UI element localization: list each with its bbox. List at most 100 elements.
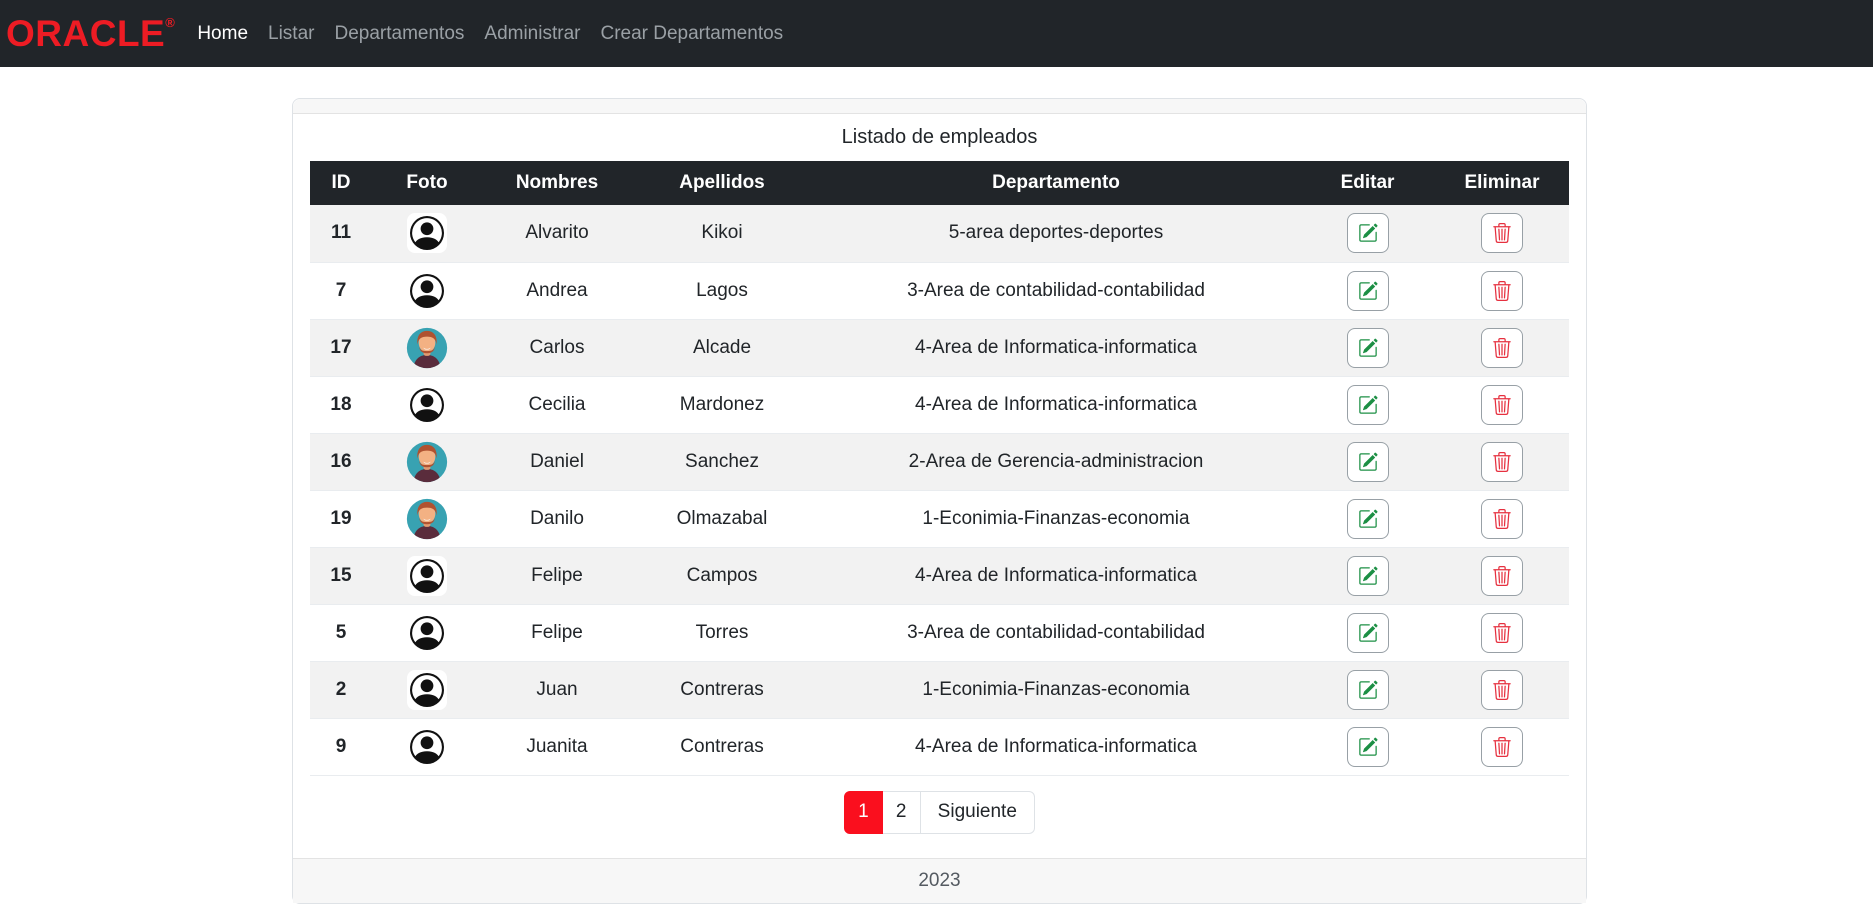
column-header-eliminar: Eliminar	[1435, 161, 1569, 205]
cell-departamento: 3-Area de contabilidad-contabilidad	[907, 621, 1205, 643]
person-circle-icon	[407, 726, 447, 767]
edit-button[interactable]	[1346, 726, 1389, 767]
delete-button[interactable]	[1481, 669, 1523, 710]
cell-editar	[1300, 376, 1435, 433]
edit-button[interactable]	[1346, 498, 1389, 539]
trash-icon	[1492, 565, 1512, 586]
cell-foto	[372, 319, 482, 376]
cell-foto	[372, 490, 482, 547]
employees-table: ID Foto Nombres Apellidos Departamento E…	[310, 161, 1569, 776]
edit-button[interactable]	[1346, 213, 1389, 254]
trash-icon	[1492, 394, 1512, 415]
delete-button[interactable]	[1481, 726, 1523, 767]
page-title: Listado de empleados	[841, 126, 1038, 148]
cell-apellidos: Contreras	[680, 678, 764, 700]
pencil-square-icon	[1358, 566, 1378, 586]
cell-eliminar	[1435, 262, 1569, 319]
cell-departamento: 4-Area de Informatica-informatica	[915, 735, 1197, 757]
table-row: 18 Cecilia Mardonez 4-Area de Informatic…	[310, 376, 1569, 433]
cell-apellidos: Lagos	[696, 279, 748, 301]
column-header-editar: Editar	[1300, 161, 1435, 205]
delete-button[interactable]	[1481, 270, 1523, 311]
delete-button[interactable]	[1481, 327, 1523, 368]
cell-id: 11	[330, 222, 352, 244]
cell-nombres: Alvarito	[525, 222, 589, 244]
delete-button[interactable]	[1481, 384, 1523, 425]
nav-item-departamentos[interactable]: Departamentos	[334, 22, 465, 44]
table-row: 15 Felipe Campos 4-Area de Informatica-i…	[310, 547, 1569, 604]
nav-item-crear-departamentos[interactable]: Crear Departamentos	[600, 22, 784, 44]
registered-trademark-icon: ®	[165, 15, 176, 30]
cell-id: 17	[330, 336, 352, 358]
table-row: 2 Juan Contreras 1-Econimia-Finanzas-eco…	[310, 661, 1569, 718]
delete-button[interactable]	[1481, 441, 1523, 482]
delete-button[interactable]	[1481, 555, 1523, 596]
trash-icon	[1492, 622, 1512, 643]
employees-card: Listado de empleados ID Foto Nombres Ape…	[292, 98, 1587, 904]
pencil-square-icon	[1358, 623, 1378, 643]
next-page-button[interactable]: Siguiente	[920, 790, 1035, 834]
employee-photo-avatar	[406, 498, 448, 540]
cell-foto	[372, 661, 482, 718]
pagination: 1 2 Siguiente	[844, 790, 1035, 834]
cell-foto	[372, 376, 482, 433]
trash-icon	[1492, 508, 1512, 529]
trash-icon	[1492, 679, 1512, 700]
table-row: 9 Juanita Contreras 4-Area de Informatic…	[310, 718, 1569, 775]
delete-button[interactable]	[1481, 612, 1523, 653]
cell-foto	[372, 205, 482, 262]
cell-nombres: Daniel	[530, 450, 584, 472]
cell-nombres: Cecilia	[528, 393, 586, 415]
cell-editar	[1300, 661, 1435, 718]
column-header-departamento: Departamento	[812, 161, 1300, 205]
page-button-1[interactable]: 1	[844, 790, 883, 834]
cell-departamento: 4-Area de Informatica-informatica	[915, 564, 1197, 586]
column-header-id: ID	[310, 161, 372, 205]
cell-id: 5	[335, 621, 347, 643]
delete-button[interactable]	[1481, 213, 1523, 254]
trash-icon	[1492, 337, 1512, 358]
pencil-square-icon	[1358, 281, 1378, 301]
edit-button[interactable]	[1346, 384, 1389, 425]
cell-eliminar	[1435, 319, 1569, 376]
cell-foto	[372, 604, 482, 661]
person-circle-icon	[407, 213, 447, 254]
cell-apellidos: Torres	[695, 621, 749, 643]
table-row: 11 Alvarito Kikoi 5-area deportes-deport…	[310, 205, 1569, 262]
cell-editar	[1300, 604, 1435, 661]
cell-nombres: Juan	[536, 678, 578, 700]
pencil-square-icon	[1358, 223, 1378, 243]
top-navbar: ORACLE ® Home Listar Departamentos Admin…	[0, 0, 1873, 67]
cell-departamento: 5-area deportes-deportes	[948, 222, 1164, 244]
edit-button[interactable]	[1346, 441, 1389, 482]
cell-departamento: 1-Econimia-Finanzas-economia	[922, 507, 1190, 529]
nav-item-administrar[interactable]: Administrar	[484, 22, 581, 44]
nav-item-home[interactable]: Home	[197, 22, 249, 44]
cell-editar	[1300, 433, 1435, 490]
oracle-logo[interactable]: ORACLE ®	[6, 15, 175, 52]
employee-photo-avatar	[406, 441, 448, 483]
delete-button[interactable]	[1481, 498, 1523, 539]
pencil-square-icon	[1358, 338, 1378, 358]
column-header-nombres: Nombres	[482, 161, 632, 205]
cell-id: 15	[330, 564, 352, 586]
cell-foto	[372, 262, 482, 319]
pencil-square-icon	[1358, 680, 1378, 700]
cell-nombres: Felipe	[531, 564, 583, 586]
edit-button[interactable]	[1346, 270, 1389, 311]
nav-item-listar[interactable]: Listar	[268, 22, 315, 44]
cell-eliminar	[1435, 718, 1569, 775]
trash-icon	[1492, 736, 1512, 757]
table-row: 19 Danilo Olmazabal 1-Econimia-Finanzas-…	[310, 490, 1569, 547]
edit-button[interactable]	[1346, 669, 1389, 710]
cell-apellidos: Alcade	[692, 336, 752, 358]
pencil-square-icon	[1358, 737, 1378, 757]
cell-eliminar	[1435, 661, 1569, 718]
edit-button[interactable]	[1346, 612, 1389, 653]
card-body: Listado de empleados ID Foto Nombres Ape…	[293, 114, 1586, 858]
edit-button[interactable]	[1346, 555, 1389, 596]
cell-apellidos: Sanchez	[685, 450, 759, 472]
page-button-2[interactable]: 2	[882, 790, 921, 834]
edit-button[interactable]	[1346, 327, 1389, 368]
cell-eliminar	[1435, 490, 1569, 547]
